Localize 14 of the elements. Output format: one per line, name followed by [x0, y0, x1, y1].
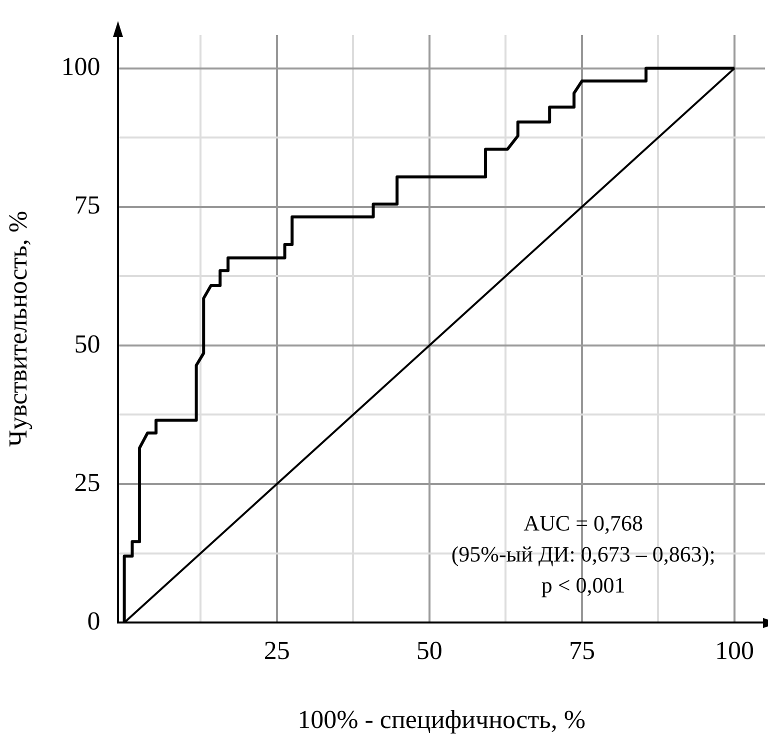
y-tick-label: 100 — [61, 52, 100, 82]
annotation: (95%-ый ДИ: 0,673 – 0,863); — [451, 541, 716, 566]
x-tick-label: 25 — [264, 636, 290, 666]
y-tick-label: 25 — [74, 468, 100, 497]
x-tick-label: 50 — [416, 636, 442, 666]
x-tick-label: 75 — [568, 636, 595, 666]
x-tick-label: 100 — [715, 636, 754, 666]
annotation: p < 0,001 — [541, 572, 626, 598]
x-axis-title: 100% - специфичность, % — [298, 705, 586, 734]
annotation: AUC = 0,768 — [524, 510, 643, 536]
y-tick-label: 50 — [74, 329, 100, 358]
y-axis-title: Чувствительность, % — [3, 210, 32, 447]
y-tick-label: 75 — [74, 190, 100, 220]
y-tick-label: 0 — [87, 606, 100, 636]
